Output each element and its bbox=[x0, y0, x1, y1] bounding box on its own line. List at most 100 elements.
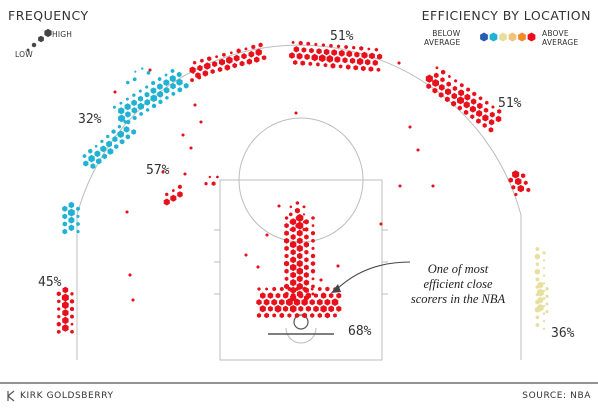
hexbin bbox=[311, 277, 315, 281]
hexbin bbox=[287, 286, 292, 292]
hexbin bbox=[311, 216, 315, 220]
hexbin bbox=[488, 127, 494, 133]
frequency-legend-hex bbox=[31, 42, 37, 48]
hexbin bbox=[514, 192, 518, 197]
hexbin bbox=[535, 262, 540, 267]
hexbin bbox=[476, 110, 483, 117]
hexbin bbox=[96, 158, 102, 165]
hexbin bbox=[523, 180, 528, 186]
hexbin bbox=[125, 134, 131, 140]
hexbin bbox=[445, 88, 452, 96]
hexbin bbox=[470, 114, 475, 120]
hexbin bbox=[356, 57, 364, 66]
hexbin bbox=[304, 53, 310, 60]
hexbin bbox=[232, 62, 237, 69]
hexbin bbox=[57, 307, 61, 311]
hexbin bbox=[131, 129, 137, 135]
hexbin bbox=[62, 221, 67, 227]
hexbin bbox=[293, 46, 300, 53]
hexbin bbox=[207, 56, 212, 62]
hexbin bbox=[300, 60, 306, 66]
hexbin bbox=[308, 61, 313, 66]
hexbin bbox=[251, 44, 256, 50]
hexbin bbox=[132, 115, 137, 121]
hexbin bbox=[256, 265, 260, 269]
hexbin bbox=[106, 134, 110, 139]
zone-label-restricted: 68% bbox=[348, 324, 372, 339]
hexbin bbox=[304, 257, 309, 263]
hexbin bbox=[295, 286, 299, 292]
hexbin bbox=[451, 100, 457, 107]
hexbin bbox=[150, 87, 157, 94]
hexbin bbox=[257, 287, 261, 291]
hexbin bbox=[304, 234, 309, 240]
hexbin bbox=[416, 148, 420, 152]
hexbin bbox=[536, 288, 544, 297]
hexbin bbox=[440, 77, 445, 83]
hexbin bbox=[126, 119, 131, 125]
below-average-line-1: BELOW bbox=[432, 29, 461, 38]
hexbin bbox=[303, 279, 310, 286]
hexbin bbox=[289, 240, 297, 249]
hexbin bbox=[545, 286, 549, 291]
zone-label-right-wing: 51% bbox=[498, 96, 522, 111]
hexbin bbox=[331, 49, 338, 56]
hexbin bbox=[295, 223, 300, 229]
annotation-line-3: scorers in the NBA bbox=[410, 292, 506, 306]
hexbin bbox=[131, 99, 137, 106]
hexbin bbox=[311, 230, 315, 236]
hexbin bbox=[290, 256, 297, 264]
hexbin bbox=[297, 252, 303, 260]
zone-label-left-mid: 57% bbox=[146, 163, 170, 178]
efficiency-legend-hex bbox=[518, 32, 526, 42]
hexbin bbox=[151, 80, 156, 86]
hexbin bbox=[296, 52, 303, 60]
hexbin bbox=[211, 181, 216, 186]
hexbin bbox=[446, 81, 451, 87]
hexbin bbox=[318, 54, 326, 63]
hexbin bbox=[106, 140, 112, 148]
hexbin bbox=[68, 201, 75, 209]
hexbin bbox=[199, 120, 203, 124]
hexbin bbox=[145, 85, 149, 89]
hexbin bbox=[489, 111, 495, 118]
hexbin bbox=[309, 47, 314, 54]
hexbin bbox=[305, 305, 311, 312]
hexbin bbox=[302, 286, 307, 292]
hexbin bbox=[118, 107, 125, 115]
frequency-legend-hex bbox=[44, 28, 52, 38]
hexbin bbox=[145, 108, 150, 112]
hexbin bbox=[68, 208, 75, 217]
hexbin bbox=[310, 253, 316, 259]
hexbin bbox=[283, 292, 289, 299]
hexbin bbox=[459, 83, 464, 88]
hexbin bbox=[256, 299, 262, 306]
hexbin bbox=[172, 189, 175, 193]
hexbin bbox=[294, 111, 298, 115]
zone-label-right-corner: 36% bbox=[551, 326, 575, 341]
hexbin bbox=[483, 107, 489, 113]
hexbin bbox=[349, 57, 356, 64]
hexbin bbox=[457, 96, 464, 105]
hexbin bbox=[128, 273, 132, 277]
frequency-low-label: LOW bbox=[15, 50, 33, 59]
hexbin bbox=[310, 313, 315, 318]
hexbin bbox=[62, 228, 68, 235]
hexbin bbox=[94, 144, 98, 148]
hexbin bbox=[131, 107, 138, 114]
efficiency-title: EFFICIENCY BY LOCATION bbox=[421, 8, 591, 23]
hexbin bbox=[397, 61, 401, 65]
hexbin bbox=[263, 298, 270, 306]
hexbin bbox=[183, 172, 187, 176]
hexbin bbox=[100, 145, 107, 153]
hexbin bbox=[542, 259, 546, 262]
hexbin bbox=[161, 170, 165, 174]
hexbin bbox=[542, 274, 546, 277]
hexbin bbox=[189, 146, 193, 150]
hexbin bbox=[111, 129, 116, 134]
hexbin bbox=[117, 124, 121, 129]
hexbin bbox=[364, 59, 371, 66]
hexbin bbox=[537, 296, 544, 304]
hexbin bbox=[264, 312, 269, 319]
hexbin bbox=[158, 99, 163, 105]
